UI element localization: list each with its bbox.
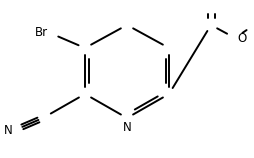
Text: O: O	[237, 31, 246, 45]
Text: O: O	[206, 0, 216, 3]
Text: Br: Br	[35, 27, 48, 40]
Text: N: N	[123, 121, 131, 134]
Text: N: N	[4, 124, 13, 137]
